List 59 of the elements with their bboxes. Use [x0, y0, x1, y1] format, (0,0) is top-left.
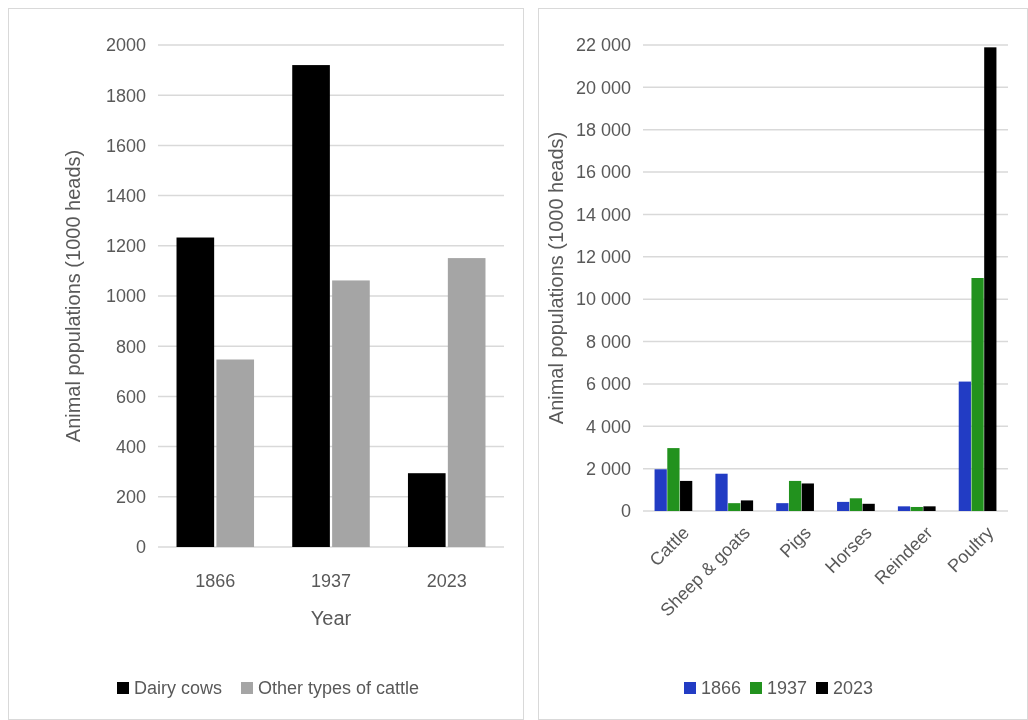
y-tick-label: 6 000	[585, 374, 631, 395]
y-tick-label: 2000	[105, 35, 146, 56]
y-tick-label: 2 000	[585, 458, 631, 479]
bar	[984, 47, 997, 511]
bar	[837, 501, 850, 511]
y-tick-label: 200	[115, 487, 146, 508]
x-axis-title: Year	[310, 607, 352, 629]
bar	[910, 506, 923, 511]
y-tick-label: 800	[115, 336, 146, 357]
y-tick-label: 1600	[105, 135, 146, 156]
x-tick-label: 2023	[426, 571, 467, 591]
bar	[654, 469, 667, 511]
x-tick-label: 1866	[195, 571, 236, 591]
y-tick-label: 10 000	[575, 289, 631, 310]
bar	[801, 483, 814, 511]
bar	[971, 278, 984, 511]
bar	[216, 359, 255, 547]
legend-label: 1866	[701, 678, 742, 699]
bar	[923, 506, 936, 511]
bar	[680, 480, 693, 511]
y-tick-label: 20 000	[575, 77, 631, 98]
y-tick-label: 1000	[105, 286, 146, 307]
bar	[776, 503, 789, 511]
bar	[788, 480, 802, 511]
y-tick-label: 16 000	[575, 162, 631, 183]
bar	[667, 448, 680, 511]
bar	[176, 237, 215, 547]
y-tick-label: 600	[115, 386, 146, 407]
y-tick-label: 1400	[105, 185, 146, 206]
y-tick-label: 18 000	[575, 120, 631, 141]
y-tick-label: 4 000	[585, 416, 631, 437]
legend-label: Dairy cows	[134, 678, 223, 699]
y-tick-label: 1800	[105, 85, 146, 106]
legend-label: 2023	[833, 678, 874, 699]
legend-label: 1937	[767, 678, 808, 699]
y-tick-label: 1200	[105, 236, 146, 257]
bar	[728, 503, 741, 511]
y-tick-label: 400	[115, 436, 146, 457]
y-tick-label: 12 000	[575, 247, 631, 268]
y-axis-title: Animal populations (1000 heads)	[545, 131, 567, 425]
bar	[958, 381, 971, 511]
legend-label: Other types of cattle	[258, 678, 420, 699]
bar	[332, 280, 370, 547]
y-tick-label: 0	[135, 537, 146, 558]
y-tick-label: 0	[620, 501, 631, 522]
y-tick-label: 22 000	[575, 35, 631, 56]
y-tick-label: 14 000	[575, 204, 631, 225]
bar	[292, 65, 330, 547]
x-tick-label: Pigs	[775, 522, 815, 562]
bar	[740, 500, 754, 511]
bar	[447, 258, 486, 547]
y-tick-label: 8 000	[585, 331, 631, 352]
bar	[897, 506, 911, 511]
bar	[862, 503, 875, 511]
x-tick-label: 1937	[310, 571, 352, 591]
bar	[715, 473, 728, 511]
bar	[849, 498, 863, 511]
y-axis-title: Animal populations (1000 heads)	[62, 149, 84, 443]
bar	[407, 473, 446, 547]
